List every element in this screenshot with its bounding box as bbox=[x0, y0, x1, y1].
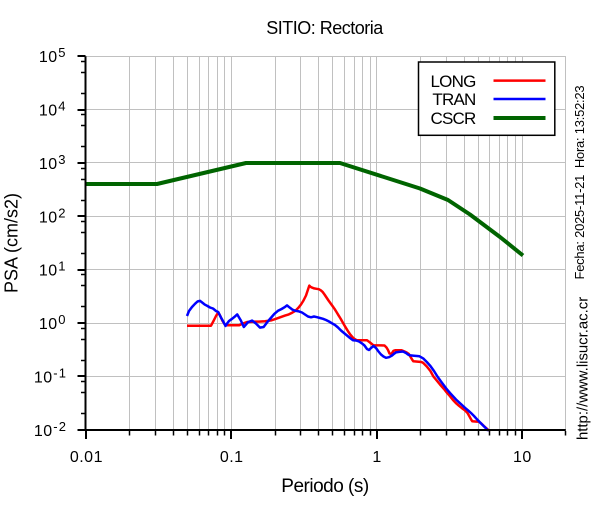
svg-text:LONG: LONG bbox=[431, 72, 476, 91]
svg-text:10: 10 bbox=[34, 423, 53, 440]
svg-text:0: 0 bbox=[58, 312, 65, 327]
svg-text:0.01: 0.01 bbox=[70, 449, 103, 466]
svg-text:Fecha: 2025-11-21 Hora: 13:52: Fecha: 2025-11-21 Hora: 13:52:23 bbox=[572, 86, 587, 280]
svg-text:SITIO: Rectoria: SITIO: Rectoria bbox=[266, 18, 384, 38]
svg-text:-2: -2 bbox=[53, 419, 67, 434]
svg-text:4: 4 bbox=[58, 99, 65, 114]
svg-text:10: 10 bbox=[39, 209, 58, 226]
svg-text:http://www.lisucr.ac.cr: http://www.lisucr.ac.cr bbox=[576, 297, 592, 440]
svg-text:10: 10 bbox=[39, 156, 58, 173]
svg-text:2: 2 bbox=[58, 205, 65, 220]
svg-text:10: 10 bbox=[39, 49, 58, 66]
svg-text:PSA (cm/s2): PSA (cm/s2) bbox=[2, 193, 22, 293]
svg-text:5: 5 bbox=[58, 45, 65, 60]
svg-text:10: 10 bbox=[39, 263, 58, 280]
svg-text:10: 10 bbox=[39, 103, 58, 120]
svg-text:-1: -1 bbox=[53, 365, 67, 380]
svg-text:3: 3 bbox=[58, 152, 65, 167]
svg-text:TRAN: TRAN bbox=[432, 90, 475, 109]
svg-text:10: 10 bbox=[34, 369, 53, 386]
svg-text:1: 1 bbox=[58, 259, 65, 274]
svg-text:Periodo (s): Periodo (s) bbox=[281, 476, 369, 497]
svg-text:10: 10 bbox=[39, 316, 58, 333]
svg-text:CSCR: CSCR bbox=[431, 109, 476, 128]
svg-text:1: 1 bbox=[372, 449, 381, 466]
svg-text:0.1: 0.1 bbox=[220, 449, 244, 466]
svg-text:10: 10 bbox=[513, 449, 532, 466]
